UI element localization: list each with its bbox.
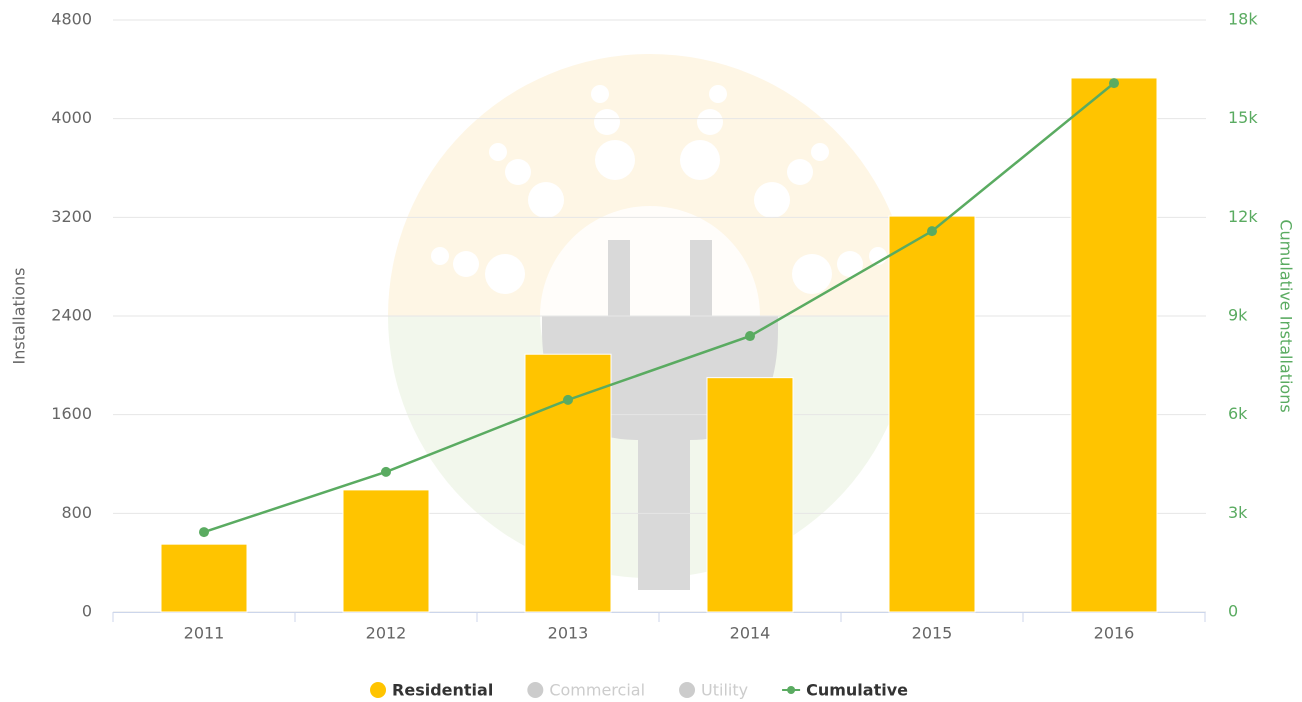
y-tick-label: 4800 xyxy=(51,10,92,29)
legend-item[interactable]: Commercial xyxy=(527,681,645,700)
y2-tick-label: 9k xyxy=(1228,306,1248,325)
x-tick-label: 2015 xyxy=(912,624,953,643)
y2-tick-label: 3k xyxy=(1228,503,1248,522)
legend-symbol xyxy=(787,686,795,694)
y-tick-label: 2400 xyxy=(51,306,92,325)
y-axis-title: Installations xyxy=(10,268,29,365)
line-point xyxy=(199,527,209,537)
x-tick-label: 2014 xyxy=(730,624,771,643)
chart: Installations Cumulative Installations 0… xyxy=(0,0,1302,702)
legend-item[interactable]: Residential xyxy=(370,681,493,700)
watermark-logo xyxy=(388,54,912,590)
legend-label: Residential xyxy=(392,681,493,700)
line-point xyxy=(745,331,755,341)
bar xyxy=(707,378,793,612)
bar xyxy=(525,354,611,612)
legend-symbol xyxy=(370,682,386,698)
x-tick-label: 2011 xyxy=(184,624,225,643)
page: {"chart_data": {"type": "bar", "categori… xyxy=(0,0,1302,702)
bar xyxy=(161,544,247,612)
x-tick-label: 2013 xyxy=(548,624,589,643)
legend-symbol xyxy=(679,682,695,698)
legend-item[interactable]: Cumulative xyxy=(782,681,908,700)
legend-label: Commercial xyxy=(549,681,645,700)
y2-tick-label: 15k xyxy=(1228,108,1258,127)
bar xyxy=(889,216,975,612)
legend-label: Cumulative xyxy=(806,681,908,700)
y2-tick-label: 18k xyxy=(1228,10,1258,29)
y-tick-label: 3200 xyxy=(51,207,92,226)
line-point xyxy=(1109,78,1119,88)
bar xyxy=(343,490,429,612)
y-tick-label: 1600 xyxy=(51,404,92,423)
line-point xyxy=(927,226,937,236)
y2-axis-title: Cumulative Installations xyxy=(1277,219,1296,412)
line-point xyxy=(563,395,573,405)
y2-tick-label: 12k xyxy=(1228,207,1258,226)
y-tick-label: 800 xyxy=(61,503,92,522)
x-tick-label: 2016 xyxy=(1094,624,1135,643)
y-tick-label: 4000 xyxy=(51,108,92,127)
legend-symbol xyxy=(527,682,543,698)
legend-label: Utility xyxy=(701,681,748,700)
x-tick-label: 2012 xyxy=(366,624,407,643)
y2-tick-label: 6k xyxy=(1228,404,1248,423)
y2-tick-label: 0 xyxy=(1228,602,1238,621)
line-point xyxy=(381,467,391,477)
y-tick-label: 0 xyxy=(82,602,92,621)
bar xyxy=(1071,78,1157,612)
legend-item[interactable]: Utility xyxy=(679,681,748,700)
legend: Residential Commercial Utility Cumulative xyxy=(370,681,908,700)
